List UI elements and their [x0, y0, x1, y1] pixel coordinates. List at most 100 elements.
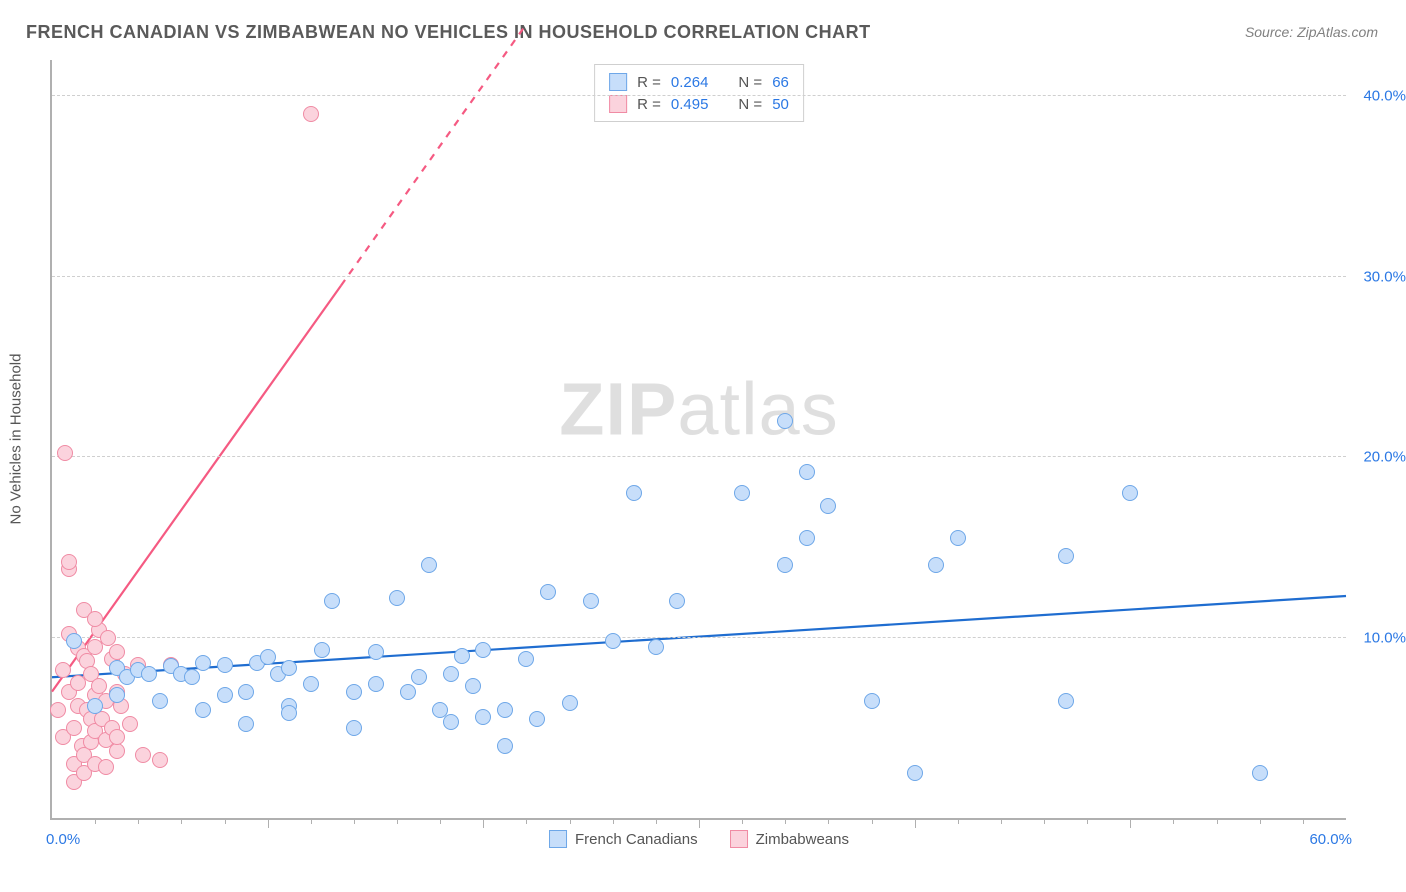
- data-point-blue: [864, 693, 880, 709]
- trend-lines: [52, 60, 1346, 818]
- data-point-pink: [87, 611, 103, 627]
- xtick-minor: [1303, 818, 1304, 824]
- source-name: ZipAtlas.com: [1297, 24, 1378, 40]
- gridline: [52, 456, 1346, 457]
- data-point-blue: [109, 687, 125, 703]
- r-label: R =: [637, 96, 661, 113]
- data-point-blue: [475, 709, 491, 725]
- xtick-minor: [1087, 818, 1088, 824]
- xtick-minor: [1044, 818, 1045, 824]
- xtick-minor: [225, 818, 226, 824]
- data-point-blue: [281, 660, 297, 676]
- data-point-blue: [475, 642, 491, 658]
- data-point-blue: [66, 633, 82, 649]
- legend-label: French Canadians: [575, 831, 698, 848]
- data-point-blue: [400, 684, 416, 700]
- swatch-icon: [549, 830, 567, 848]
- data-point-blue: [605, 633, 621, 649]
- xtick-minor: [397, 818, 398, 824]
- xtick-minor: [872, 818, 873, 824]
- data-point-pink: [109, 644, 125, 660]
- data-point-blue: [421, 557, 437, 573]
- legend-item: Zimbabweans: [730, 830, 849, 848]
- data-point-blue: [217, 687, 233, 703]
- xtick-major: [483, 818, 484, 828]
- data-point-blue: [346, 684, 362, 700]
- data-point-blue: [281, 705, 297, 721]
- data-point-blue: [1252, 765, 1268, 781]
- data-point-blue: [238, 684, 254, 700]
- data-point-blue: [540, 584, 556, 600]
- xtick-minor: [526, 818, 527, 824]
- data-point-blue: [907, 765, 923, 781]
- series-legend: French Canadians Zimbabweans: [549, 830, 849, 848]
- data-point-pink: [98, 759, 114, 775]
- xaxis-max-label: 60.0%: [1309, 831, 1352, 848]
- yaxis-title: No Vehicles in Household: [8, 354, 25, 525]
- data-point-blue: [799, 464, 815, 480]
- data-point-pink: [135, 747, 151, 763]
- scatter-plot: No Vehicles in Household ZIPatlas R = 0.…: [50, 60, 1346, 820]
- data-point-pink: [55, 662, 71, 678]
- xtick-minor: [354, 818, 355, 824]
- data-point-pink: [109, 729, 125, 745]
- xtick-minor: [958, 818, 959, 824]
- data-point-blue: [443, 666, 459, 682]
- data-point-blue: [950, 530, 966, 546]
- xtick-minor: [1217, 818, 1218, 824]
- source-attribution: Source: ZipAtlas.com: [1245, 24, 1378, 40]
- r-value: 0.495: [671, 96, 709, 113]
- r-label: R =: [637, 74, 661, 91]
- data-point-pink: [66, 720, 82, 736]
- data-point-pink: [109, 743, 125, 759]
- xtick-minor: [1260, 818, 1261, 824]
- data-point-blue: [562, 695, 578, 711]
- stats-legend: R = 0.264 N = 66 R = 0.495 N = 50: [594, 64, 804, 122]
- data-point-blue: [368, 644, 384, 660]
- data-point-blue: [734, 485, 750, 501]
- swatch-icon: [730, 830, 748, 848]
- legend-label: Zimbabweans: [756, 831, 849, 848]
- data-point-blue: [314, 642, 330, 658]
- xtick-minor: [181, 818, 182, 824]
- source-label: Source:: [1245, 24, 1297, 40]
- data-point-blue: [152, 693, 168, 709]
- xtick-minor: [656, 818, 657, 824]
- xtick-minor: [742, 818, 743, 824]
- data-point-blue: [454, 648, 470, 664]
- gridline: [52, 95, 1346, 96]
- data-point-blue: [518, 651, 534, 667]
- data-point-blue: [1058, 693, 1074, 709]
- r-value: 0.264: [671, 74, 709, 91]
- data-point-pink: [303, 106, 319, 122]
- gridline: [52, 637, 1346, 638]
- n-value: 50: [772, 96, 789, 113]
- data-point-pink: [100, 630, 116, 646]
- data-point-blue: [184, 669, 200, 685]
- data-point-blue: [583, 593, 599, 609]
- chart-title: FRENCH CANADIAN VS ZIMBABWEAN NO VEHICLE…: [26, 22, 871, 43]
- data-point-blue: [141, 666, 157, 682]
- xtick-minor: [311, 818, 312, 824]
- stats-row: R = 0.495 N = 50: [609, 93, 789, 115]
- data-point-pink: [50, 702, 66, 718]
- data-point-blue: [195, 702, 211, 718]
- data-point-blue: [497, 738, 513, 754]
- swatch-icon: [609, 95, 627, 113]
- legend-item: French Canadians: [549, 830, 698, 848]
- data-point-blue: [1058, 548, 1074, 564]
- n-value: 66: [772, 74, 789, 91]
- xtick-major: [699, 818, 700, 828]
- xtick-major: [1130, 818, 1131, 828]
- data-point-blue: [777, 557, 793, 573]
- xtick-minor: [1173, 818, 1174, 824]
- ytick-label: 10.0%: [1351, 629, 1406, 646]
- data-point-blue: [303, 676, 319, 692]
- data-point-blue: [497, 702, 513, 718]
- data-point-blue: [648, 639, 664, 655]
- data-point-blue: [669, 593, 685, 609]
- data-point-blue: [324, 593, 340, 609]
- data-point-blue: [799, 530, 815, 546]
- xtick-major: [268, 818, 269, 828]
- xtick-minor: [570, 818, 571, 824]
